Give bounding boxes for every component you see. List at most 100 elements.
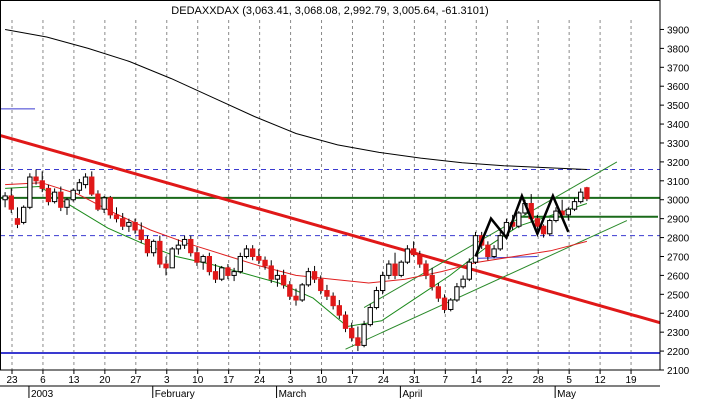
- candle-body: [120, 218, 126, 227]
- month-label: May: [557, 389, 576, 400]
- candle-body: [367, 307, 373, 326]
- x-tick-label: 22: [502, 375, 514, 386]
- channel-upper-line: [363, 161, 618, 309]
- y-tick-label: 2900: [667, 215, 690, 226]
- candle-body: [491, 248, 497, 257]
- candle-body: [64, 199, 70, 208]
- candle-body: [429, 274, 435, 288]
- x-tick-label: 12: [595, 375, 607, 386]
- candle-body: [82, 176, 89, 186]
- axes: 23 6 13 20 27 3 10 17 24 3 10 17 24 31 7 14 22 28 5 12 19 200…: [0, 0, 690, 400]
- candle-body: [200, 255, 206, 263]
- candle-body: [256, 255, 262, 261]
- candle-body: [287, 284, 293, 297]
- candle-body: [163, 263, 169, 269]
- candle-body: [410, 248, 417, 256]
- candle-body: [349, 327, 355, 339]
- month-label: March: [279, 389, 307, 400]
- candle-body: [70, 189, 76, 201]
- candle-body: [417, 254, 423, 265]
- y-tick-label: 3700: [667, 63, 690, 74]
- candle-body: [441, 297, 448, 310]
- y-tick-label: 3600: [667, 82, 690, 93]
- y-tick-label: 3800: [667, 44, 690, 55]
- candle-body: [386, 263, 392, 276]
- y-tick-label: 2700: [667, 252, 690, 263]
- candle-body: [27, 176, 33, 208]
- channel-lower-line: [345, 220, 628, 350]
- candle-body: [379, 274, 386, 292]
- y-tick-label: 3500: [667, 101, 690, 112]
- x-tick-label: 10: [316, 375, 328, 386]
- candle-body: [45, 187, 52, 203]
- candle-body: [175, 244, 182, 250]
- candle-body: [497, 235, 503, 250]
- candle-body: [448, 299, 454, 310]
- x-tick-label: 28: [533, 375, 545, 386]
- candle-body: [51, 191, 58, 203]
- candle-body: [219, 267, 225, 280]
- y-tick-label: 2600: [667, 271, 690, 282]
- x-tick-label: 3: [164, 375, 170, 386]
- y-tick-label: 3400: [667, 120, 690, 131]
- month-label: April: [402, 389, 422, 400]
- candle-body: [342, 314, 349, 329]
- candle-body: [318, 278, 324, 292]
- candle-body: [435, 286, 442, 299]
- y-tick-label: 2200: [667, 347, 690, 358]
- candle-body: [466, 261, 472, 280]
- candle-body: [547, 220, 553, 235]
- y-tick-label: 2300: [667, 328, 690, 339]
- candle-body: [324, 290, 330, 297]
- x-tick-label: 14: [471, 375, 483, 386]
- candle-body: [76, 182, 83, 191]
- candle-body: [262, 259, 268, 267]
- annotations: [0, 108, 661, 354]
- candle-body: [516, 212, 522, 227]
- candle-body: [157, 240, 163, 265]
- candle-body: [194, 252, 200, 263]
- candle-body: [553, 210, 559, 222]
- candle-body: [534, 218, 541, 227]
- x-tick-label: 7: [443, 375, 449, 386]
- candle-body: [2, 195, 8, 201]
- candle-body: [107, 197, 113, 216]
- x-tick-label: 17: [223, 375, 235, 386]
- x-tick-label: 23: [6, 375, 18, 386]
- candle-body: [336, 305, 342, 316]
- y-tick-label: 3000: [667, 196, 690, 207]
- downtrend-line: [0, 133, 661, 325]
- candle-body: [311, 271, 318, 280]
- candle-body: [169, 248, 175, 269]
- candle-body: [305, 271, 312, 286]
- y-tick-label: 3300: [667, 139, 690, 150]
- candle-body: [243, 248, 250, 257]
- candle-body: [212, 271, 219, 280]
- y-tick-label: 2400: [667, 309, 690, 320]
- y-tick-label: 2500: [667, 290, 690, 301]
- x-tick-label: 5: [566, 375, 572, 386]
- month-label: February: [155, 389, 195, 400]
- candle-body: [373, 290, 380, 309]
- candle-body: [330, 295, 336, 307]
- candle-body: [39, 180, 45, 189]
- candle-body: [144, 238, 151, 254]
- pattern-overlay: [474, 192, 570, 257]
- candle-body: [132, 221, 138, 231]
- candle-body: [392, 263, 398, 276]
- candle-body: [540, 225, 547, 235]
- candle-body: [565, 208, 572, 216]
- candle-body: [280, 274, 287, 286]
- candle-body: [355, 337, 361, 346]
- candle-body: [268, 265, 274, 280]
- plot-frame: [0, 0, 661, 371]
- moving-average-line: [5, 29, 587, 170]
- candle-body: [126, 221, 132, 227]
- candle-body: [578, 191, 584, 203]
- candle-body: [423, 263, 429, 276]
- candle-body: [89, 176, 95, 195]
- candle-body: [231, 271, 237, 276]
- candle-body: [250, 248, 256, 257]
